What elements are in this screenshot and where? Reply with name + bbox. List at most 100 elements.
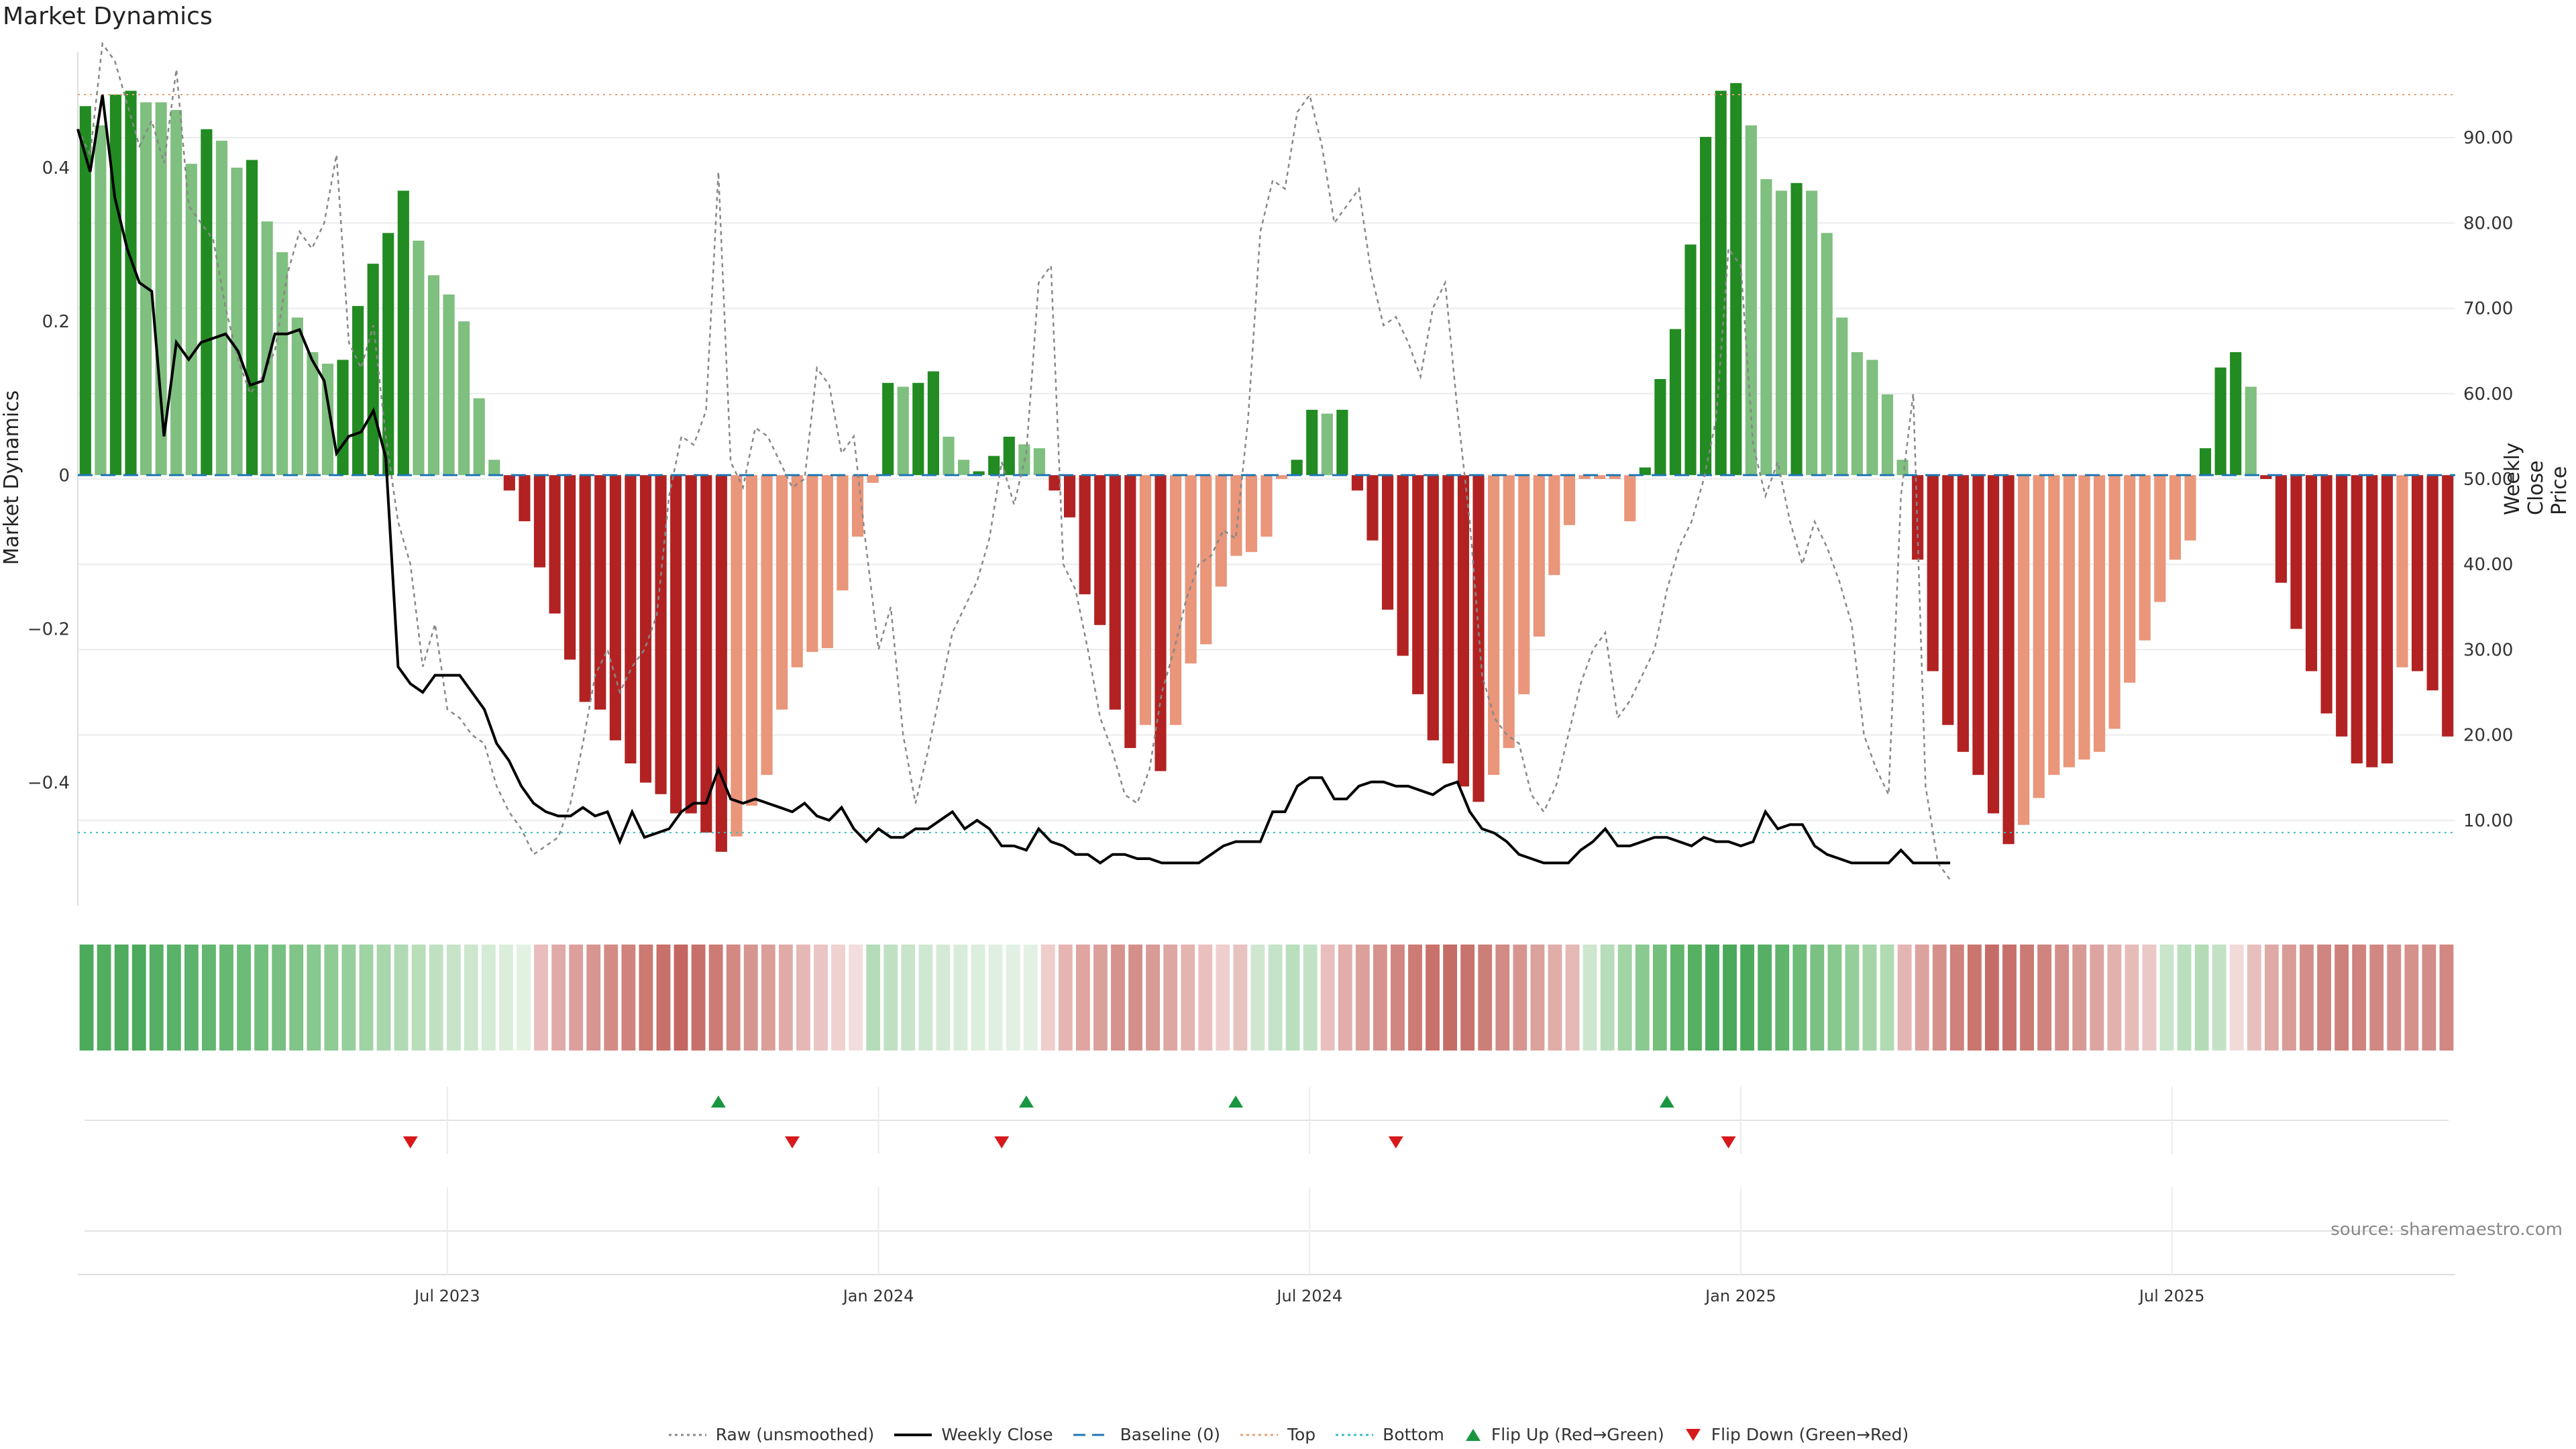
bar xyxy=(2154,475,2166,602)
heat-cell xyxy=(2072,945,2087,1051)
heat-cell xyxy=(341,945,356,1051)
heat-cell xyxy=(2369,945,2384,1051)
bar xyxy=(791,475,803,667)
legend-swatch xyxy=(1685,1428,1701,1441)
heat-cell xyxy=(1985,945,1999,1051)
heat-cell xyxy=(1338,945,1352,1051)
heat-cell xyxy=(149,945,164,1051)
bar xyxy=(867,475,879,483)
bar xyxy=(2199,448,2212,476)
bar xyxy=(1987,475,2000,814)
heat-cell xyxy=(1600,945,1615,1051)
bar xyxy=(427,275,440,476)
chart-title: Market Dynamics xyxy=(3,3,213,30)
flip-up-marker xyxy=(1228,1095,1244,1108)
heat-cell xyxy=(2055,945,2070,1051)
heat-cell xyxy=(1040,945,1055,1051)
flip-down-marker xyxy=(994,1136,1010,1148)
legend-swatch xyxy=(1240,1434,1278,1436)
y-tick-label-right: 10.00 xyxy=(2463,811,2513,831)
bar xyxy=(2442,475,2454,737)
bar xyxy=(1412,475,1424,694)
heat-cell xyxy=(1478,945,1493,1051)
bar xyxy=(1745,125,1757,476)
heat-cell xyxy=(219,945,233,1051)
heat-cell xyxy=(376,945,391,1051)
legend: Raw (unsmoothed) Weekly Close Baseline (0)… xyxy=(0,1425,2576,1444)
bar xyxy=(276,252,288,476)
heat-cell xyxy=(114,945,129,1051)
bar xyxy=(1896,460,1909,476)
bar xyxy=(352,306,364,476)
y-tick-label-right: 60.00 xyxy=(2463,384,2513,405)
heat-cell xyxy=(131,945,146,1051)
bar xyxy=(503,475,515,491)
heat-cell xyxy=(1198,945,1213,1051)
heat-cell xyxy=(2194,945,2209,1051)
heat-cell xyxy=(1006,945,1020,1051)
bar xyxy=(655,475,667,794)
bar xyxy=(1654,379,1666,476)
flip-up-marker xyxy=(710,1095,726,1108)
heat-cell xyxy=(254,945,269,1051)
bar xyxy=(2018,475,2030,825)
bar xyxy=(1533,475,1545,637)
legend-swatch xyxy=(1073,1434,1111,1436)
legend-item: Top xyxy=(1239,1425,1316,1444)
heat-cell xyxy=(639,945,653,1051)
heat-cell xyxy=(2422,945,2436,1051)
legend-label: Flip Down (Green→Red) xyxy=(1711,1425,1909,1444)
bar xyxy=(1548,475,1560,576)
heat-cell xyxy=(2317,945,2331,1051)
heat-cell xyxy=(1775,945,1790,1051)
bar xyxy=(1684,244,1697,476)
bar xyxy=(715,475,727,852)
heat-cell xyxy=(1111,945,1125,1051)
heat-cell xyxy=(324,945,339,1051)
bar xyxy=(458,321,470,476)
heat-cell xyxy=(1495,945,1510,1051)
bar xyxy=(1291,460,1303,476)
heat-cell xyxy=(1880,945,1894,1051)
heat-cell xyxy=(569,945,584,1051)
bar xyxy=(2214,367,2226,476)
heat-cell xyxy=(1443,945,1458,1051)
bar xyxy=(549,475,561,614)
bar xyxy=(1912,475,1924,560)
bar xyxy=(2048,475,2060,775)
bar xyxy=(367,264,379,476)
heat-cell xyxy=(2020,945,2034,1051)
bar xyxy=(1942,475,1954,725)
y-tick-label: −0.4 xyxy=(28,773,70,794)
heat-cell xyxy=(1513,945,1527,1051)
bar xyxy=(1472,475,1485,802)
bar xyxy=(1003,436,1015,476)
bar xyxy=(413,240,425,476)
heat-cell xyxy=(2142,945,2157,1051)
bar xyxy=(1578,475,1591,479)
flip-up-marker xyxy=(1659,1095,1674,1108)
bar xyxy=(1609,475,1621,479)
bar xyxy=(1927,475,1939,672)
heat-cell xyxy=(307,945,321,1051)
bar xyxy=(109,95,122,476)
bar xyxy=(2184,475,2196,541)
bar xyxy=(1972,475,1984,775)
bar xyxy=(564,475,576,660)
bar xyxy=(1821,233,1833,476)
heat-cell xyxy=(814,945,828,1051)
legend-item: Flip Up (Red→Green) xyxy=(1463,1425,1664,1444)
bar xyxy=(943,436,955,476)
heat-cell xyxy=(202,945,216,1051)
weekly-close-line xyxy=(76,95,1951,865)
bar xyxy=(927,371,939,476)
bar xyxy=(1730,83,1742,476)
flip-up-marker xyxy=(1018,1095,1034,1108)
bar xyxy=(337,360,349,476)
bar xyxy=(2366,475,2378,767)
heat-cell xyxy=(289,945,304,1051)
bar xyxy=(2305,475,2318,672)
heat-cell xyxy=(901,945,916,1051)
heat-cell xyxy=(79,945,94,1051)
y-tick-label-right: 50.00 xyxy=(2463,470,2513,490)
